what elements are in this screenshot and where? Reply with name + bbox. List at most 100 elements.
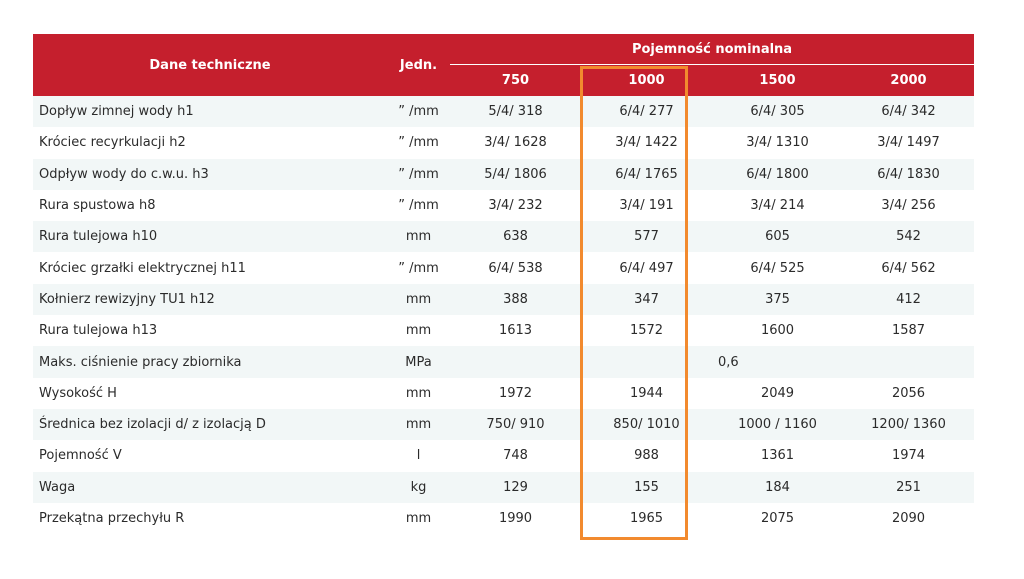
cell-1500: 605: [712, 221, 843, 253]
row-unit: ” /mm: [387, 189, 450, 222]
row-label: Pojemność V: [33, 440, 387, 472]
cell-1000: 1944: [581, 377, 712, 409]
table-row: Przekątna przechyłu R mm 1990 1965 2075 …: [33, 502, 975, 535]
row-unit: mm: [387, 221, 450, 253]
row-label: Maks. ciśnienie pracy zbiornika: [33, 346, 387, 378]
row-label: Rura spustowa h8: [33, 189, 387, 222]
cell-1000: 577: [581, 221, 712, 253]
cell-1500: 2075: [712, 502, 843, 535]
row-label: Odpływ wody do c.w.u. h3: [33, 158, 387, 190]
cell-1500: 1600: [712, 315, 843, 347]
cell-1500: 3/4/ 214: [712, 189, 843, 222]
row-label: Średnica bez izolacji d/ z izolacją D: [33, 408, 387, 441]
cell-2000: 1587: [843, 315, 975, 347]
row-unit: ” /mm: [387, 158, 450, 190]
cell-1500: 1361: [712, 440, 843, 472]
table-row: Rura tulejowa h10 mm 638 577 605 542: [33, 221, 975, 253]
table-row: Kołnierz rewizyjny TU1 h12 mm 388 347 37…: [33, 283, 975, 316]
cell-2000: 1200/ 1360: [843, 408, 975, 441]
cell-merged-pressure: 0,6: [712, 346, 975, 378]
cell-1000: 1965: [581, 502, 712, 535]
cell-1000: 1572: [581, 315, 712, 347]
cell-750: 1972: [450, 377, 581, 409]
row-unit: mm: [387, 377, 450, 409]
table-row: Waga kg 129 155 184 251: [33, 471, 975, 503]
row-label: Króciec grzałki elektrycznej h11: [33, 252, 387, 284]
technical-data-table-wrapper: Dane techniczne Jedn. Pojemność nominaln…: [33, 34, 975, 535]
row-unit: MPa: [387, 346, 450, 378]
cell-2000: 1974: [843, 440, 975, 472]
cell-2000: 2056: [843, 377, 975, 409]
cell-750-empty: [450, 346, 581, 378]
cell-1500: 184: [712, 471, 843, 503]
header-unit: Jedn.: [387, 34, 450, 96]
cell-2000: 251: [843, 471, 975, 503]
header-technical-data: Dane techniczne: [33, 34, 387, 96]
row-unit: mm: [387, 283, 450, 316]
row-label: Kołnierz rewizyjny TU1 h12: [33, 283, 387, 316]
table-row: Maks. ciśnienie pracy zbiornika MPa 0,6: [33, 346, 975, 378]
row-unit: mm: [387, 502, 450, 535]
row-unit: ” /mm: [387, 96, 450, 128]
header-nominal-capacity: Pojemność nominalna: [450, 34, 975, 65]
table-row: Średnica bez izolacji d/ z izolacją D mm…: [33, 408, 975, 441]
row-label: Wysokość H: [33, 377, 387, 409]
cell-750: 5/4/ 318: [450, 96, 581, 128]
row-unit: ” /mm: [387, 127, 450, 159]
header-volume-1500: 1500: [712, 64, 843, 96]
cell-2000: 3/4/ 256: [843, 189, 975, 222]
cell-1500: 6/4/ 525: [712, 252, 843, 284]
table-row: Króciec grzałki elektrycznej h11 ” /mm 6…: [33, 252, 975, 284]
cell-750: 1990: [450, 502, 581, 535]
row-unit: ” /mm: [387, 252, 450, 284]
header-volume-2000: 2000: [843, 64, 975, 96]
cell-2000: 412: [843, 283, 975, 316]
cell-2000: 6/4/ 342: [843, 96, 975, 128]
row-unit: mm: [387, 315, 450, 347]
cell-1500: 2049: [712, 377, 843, 409]
cell-1000: 347: [581, 283, 712, 316]
cell-1500: 6/4/ 1800: [712, 158, 843, 190]
table-row: Odpływ wody do c.w.u. h3 ” /mm 5/4/ 1806…: [33, 158, 975, 190]
cell-1000: 3/4/ 191: [581, 189, 712, 222]
table-row: Króciec recyrkulacji h2 ” /mm 3/4/ 1628 …: [33, 127, 975, 159]
cell-1500: 375: [712, 283, 843, 316]
cell-1000: 988: [581, 440, 712, 472]
cell-750: 3/4/ 232: [450, 189, 581, 222]
cell-2000: 2090: [843, 502, 975, 535]
cell-750: 5/4/ 1806: [450, 158, 581, 190]
cell-1000: 6/4/ 1765: [581, 158, 712, 190]
cell-1500: 3/4/ 1310: [712, 127, 843, 159]
cell-750: 638: [450, 221, 581, 253]
cell-1500: 6/4/ 305: [712, 96, 843, 128]
row-label: Króciec recyrkulacji h2: [33, 127, 387, 159]
cell-2000: 3/4/ 1497: [843, 127, 975, 159]
cell-750: 3/4/ 1628: [450, 127, 581, 159]
cell-750: 6/4/ 538: [450, 252, 581, 284]
cell-750: 129: [450, 471, 581, 503]
row-label: Rura tulejowa h13: [33, 315, 387, 347]
row-label: Rura tulejowa h10: [33, 221, 387, 253]
cell-750: 748: [450, 440, 581, 472]
cell-1000: 850/ 1010: [581, 408, 712, 441]
row-label: Waga: [33, 471, 387, 503]
cell-2000: 6/4/ 562: [843, 252, 975, 284]
technical-data-table: Dane techniczne Jedn. Pojemność nominaln…: [33, 34, 975, 535]
header-volume-1000: 1000: [581, 64, 712, 96]
cell-1000: 6/4/ 277: [581, 96, 712, 128]
table-row: Pojemność V l 748 988 1361 1974: [33, 440, 975, 472]
table-row: Dopływ zimnej wody h1 ” /mm 5/4/ 318 6/4…: [33, 96, 975, 128]
row-label: Dopływ zimnej wody h1: [33, 96, 387, 128]
cell-1000: 155: [581, 471, 712, 503]
row-unit: l: [387, 440, 450, 472]
row-unit: kg: [387, 471, 450, 503]
cell-750: 388: [450, 283, 581, 316]
table-row: Rura spustowa h8 ” /mm 3/4/ 232 3/4/ 191…: [33, 189, 975, 222]
row-unit: mm: [387, 408, 450, 441]
table-row: Rura tulejowa h13 mm 1613 1572 1600 1587: [33, 315, 975, 347]
cell-1000: 3/4/ 1422: [581, 127, 712, 159]
cell-2000: 6/4/ 1830: [843, 158, 975, 190]
header-volume-750: 750: [450, 64, 581, 96]
row-label: Przekątna przechyłu R: [33, 502, 387, 535]
cell-750: 750/ 910: [450, 408, 581, 441]
